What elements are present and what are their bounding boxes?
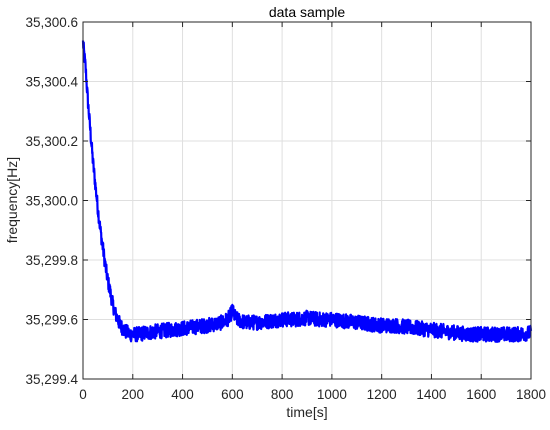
chart-title: data sample (269, 4, 345, 20)
x-tick-label: 1400 (416, 387, 446, 402)
x-axis-label: time[s] (286, 404, 327, 420)
x-tick-label: 600 (221, 387, 244, 402)
y-tick-labels: 35,299.4 35,299.6 35,299.8 35,300.0 35,300.2… (25, 15, 78, 387)
x-tick-label: 1800 (516, 387, 546, 402)
x-tick-label: 400 (171, 387, 194, 402)
x-tick-label: 1600 (466, 387, 496, 402)
y-tick-label: 35,300.0 (25, 194, 78, 209)
x-tick-label: 200 (122, 387, 145, 402)
y-axis-label: frequency[Hz] (4, 157, 20, 243)
x-tick-label: 800 (271, 387, 294, 402)
series-line (81, 40, 533, 343)
x-tick-label: 1200 (367, 387, 397, 402)
y-tick-label: 35,299.4 (25, 372, 78, 387)
data-series (81, 40, 533, 343)
tick-marks (82, 21, 532, 380)
y-tick-label: 35,299.6 (25, 313, 78, 328)
y-tick-label: 35,300.2 (25, 134, 78, 149)
x-tick-label: 1000 (317, 387, 347, 402)
y-tick-label: 35,300.4 (25, 75, 78, 90)
y-tick-label: 35,300.6 (25, 15, 78, 30)
x-tick-labels: 0 200 400 600 800 1000 1200 1400 1600 1800 (79, 387, 546, 402)
y-tick-label: 35,299.8 (25, 253, 78, 268)
x-tick-label: 0 (79, 387, 87, 402)
